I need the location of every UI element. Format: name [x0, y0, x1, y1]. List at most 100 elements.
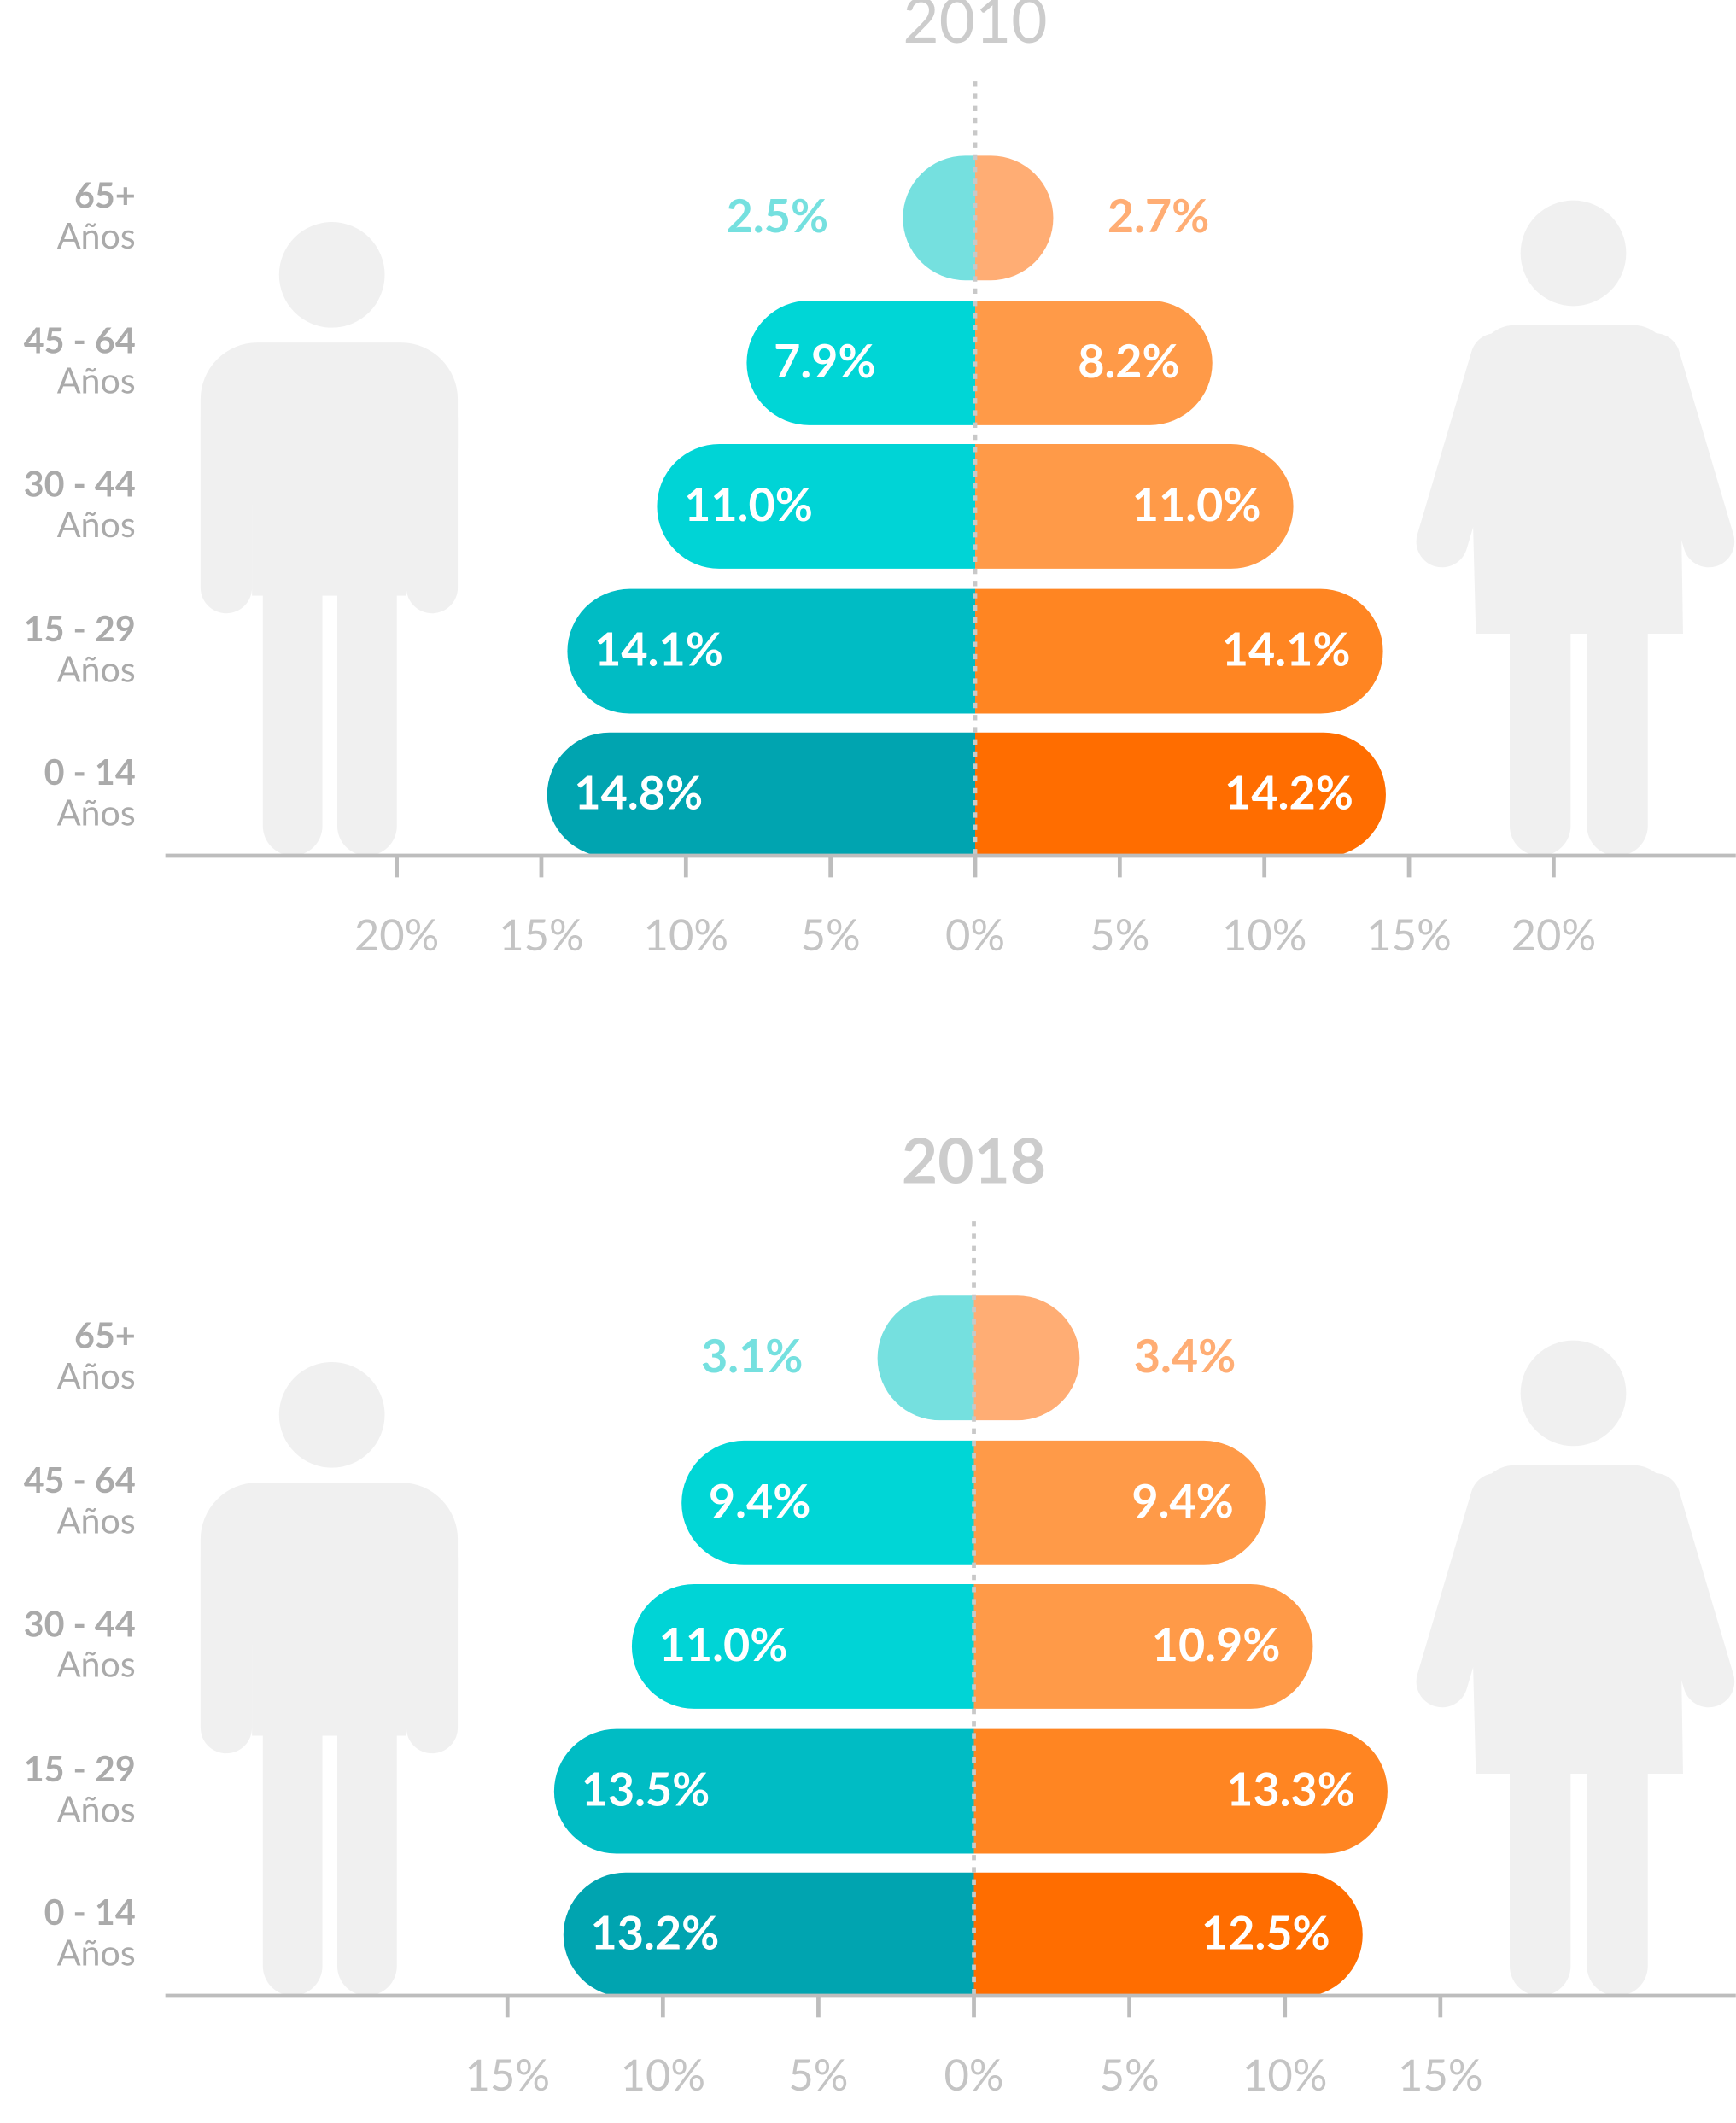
category-label: 45 - 64: [24, 318, 136, 360]
category-label: 15 - 29: [24, 1746, 136, 1789]
category-label: Años: [57, 1499, 136, 1541]
woman-icon-arm: [1628, 333, 1735, 568]
x-tick-label: 10%: [1222, 908, 1306, 960]
category-label: Años: [57, 1354, 136, 1396]
value-label: 11.0%: [659, 1617, 788, 1671]
value-label: 14.2%: [1225, 765, 1353, 820]
x-tick-label: 5%: [801, 908, 861, 960]
woman-icon-arm: [1416, 1472, 1523, 1708]
category-label: 45 - 64: [24, 1458, 136, 1500]
woman-icon-dress: [1469, 325, 1683, 634]
bar: [975, 155, 1054, 281]
x-tick-label: 5%: [1100, 2048, 1160, 2100]
value-label: 12.5%: [1201, 1905, 1330, 1960]
woman-icon-arm: [1628, 1472, 1735, 1708]
man-icon-arm: [406, 1532, 459, 1754]
x-tick-label: 20%: [1511, 908, 1597, 960]
category-label: Años: [57, 790, 136, 833]
bar: [563, 1872, 974, 1997]
x-tick-label: 0%: [945, 908, 1005, 960]
value-label: 14.1%: [1222, 622, 1351, 676]
woman-icon-head: [1520, 1340, 1627, 1447]
category-label: 30 - 44: [24, 461, 136, 504]
category-label: Años: [57, 502, 136, 545]
bar: [975, 300, 1213, 425]
x-tick-label: 5%: [788, 2048, 848, 2100]
category-label: 30 - 44: [24, 1601, 136, 1644]
value-label: 2.5%: [727, 188, 828, 243]
bar: [746, 300, 976, 425]
bar: [657, 444, 976, 569]
category-label: 65+: [74, 1313, 136, 1356]
x-tick-label: 5%: [1090, 908, 1149, 960]
man-icon-arm: [200, 1532, 253, 1754]
woman-icon-leg: [1587, 595, 1648, 857]
value-label: 14.8%: [574, 765, 703, 820]
x-tick-label: 20%: [354, 908, 440, 960]
category-label: 15 - 29: [24, 606, 136, 649]
x-tick-label: 10%: [644, 908, 729, 960]
bar: [877, 1295, 974, 1421]
chart-title: 2010: [903, 0, 1047, 56]
value-label: 8.2%: [1078, 333, 1179, 388]
bar: [973, 1728, 1388, 1854]
woman-icon-leg: [1510, 1735, 1571, 1996]
value-label: 13.5%: [582, 1762, 710, 1816]
category-label: Años: [57, 1930, 136, 1973]
bar: [973, 1295, 1080, 1421]
man-icon-leg: [337, 1681, 397, 1996]
value-label: 11.0%: [1132, 477, 1261, 531]
woman-icon-head: [1520, 200, 1627, 307]
value-label: 14.1%: [594, 622, 723, 676]
bar: [903, 155, 976, 281]
x-tick-label: 15%: [499, 908, 584, 960]
bar: [547, 732, 976, 857]
value-label: 3.1%: [701, 1328, 803, 1383]
value-label: 3.4%: [1134, 1328, 1236, 1383]
man-icon-head: [278, 1361, 385, 1468]
bar: [975, 732, 1386, 857]
value-label: 13.2%: [591, 1905, 720, 1960]
chart-title: 2018: [902, 1121, 1046, 1196]
category-label: Años: [57, 359, 136, 401]
category-label: Años: [57, 646, 136, 689]
woman-icon-leg: [1510, 595, 1571, 857]
woman-icon-leg: [1587, 1735, 1648, 1996]
man-icon-arm: [406, 392, 459, 614]
x-tick-label: 0%: [944, 2048, 1003, 2100]
bar: [631, 1583, 974, 1709]
man-icon-leg: [262, 541, 323, 857]
x-tick-label: 15%: [465, 2048, 550, 2100]
category-label: 0 - 14: [44, 750, 136, 792]
woman-icon-arm: [1416, 333, 1523, 568]
bar: [973, 1440, 1266, 1565]
x-tick-label: 15%: [1366, 908, 1452, 960]
category-label: 0 - 14: [44, 1890, 136, 1933]
bar: [973, 1583, 1313, 1709]
value-label: 13.3%: [1226, 1762, 1355, 1816]
woman-icon-dress: [1469, 1465, 1683, 1774]
value-label: 2.7%: [1108, 188, 1209, 243]
category-label: 65+: [74, 173, 136, 216]
value-label: 9.4%: [709, 1473, 810, 1528]
bar: [975, 444, 1294, 569]
category-label: Años: [57, 1642, 136, 1685]
value-label: 11.0%: [684, 477, 813, 531]
x-tick-label: 10%: [1242, 2048, 1328, 2100]
x-tick-label: 15%: [1398, 2048, 1483, 2100]
bar: [553, 1728, 974, 1854]
man-icon-arm: [200, 392, 253, 614]
value-label: 10.9%: [1152, 1617, 1281, 1671]
category-label: Años: [57, 1787, 136, 1829]
category-label: Años: [57, 213, 136, 256]
bar: [681, 1440, 974, 1565]
value-label: 7.9%: [774, 333, 875, 388]
man-icon-head: [278, 222, 385, 328]
bar: [975, 588, 1383, 714]
man-icon-leg: [262, 1681, 323, 1996]
man-icon-leg: [337, 541, 397, 857]
x-tick-label: 10%: [621, 2048, 705, 2100]
value-label: 9.4%: [1131, 1473, 1233, 1528]
bar: [567, 588, 976, 714]
